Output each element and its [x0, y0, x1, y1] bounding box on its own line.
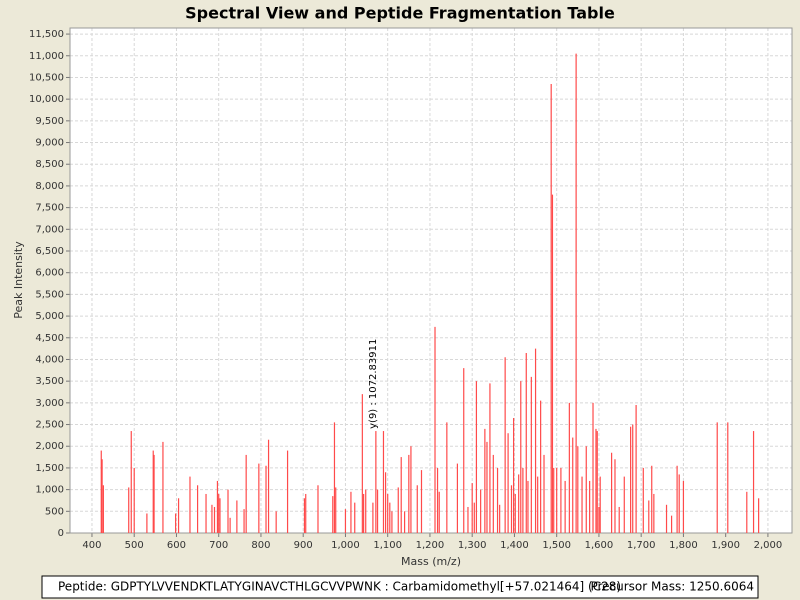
- x-tick-label: 700: [209, 540, 228, 551]
- y-tick-label: 500: [45, 506, 64, 517]
- y-tick-label: 6,500: [35, 246, 64, 257]
- x-tick-label: 600: [167, 540, 186, 551]
- y-tick-label: 3,000: [35, 398, 64, 409]
- y-tick-label: 4,500: [35, 333, 64, 344]
- y-tick-label: 5,500: [35, 289, 64, 300]
- x-tick-label: 1,900: [711, 540, 740, 551]
- y-axis-label: Peak Intensity: [12, 241, 25, 319]
- x-tick-label: 1,700: [627, 540, 656, 551]
- y-tick-label: 1,000: [35, 485, 64, 496]
- x-tick-label: 1,300: [458, 540, 487, 551]
- chart-title: Spectral View and Peptide Fragmentation …: [185, 4, 615, 23]
- x-tick-label: 1,200: [416, 540, 445, 551]
- y-tick-label: 4,000: [35, 354, 64, 365]
- y-tick-label: 0: [58, 528, 64, 539]
- y-tick-label: 1,500: [35, 463, 64, 474]
- y-tick-label: 9,000: [35, 138, 64, 149]
- x-tick-label: 1,400: [500, 540, 529, 551]
- x-tick-label: 2,000: [754, 540, 783, 551]
- x-tick-label: 1,000: [331, 540, 360, 551]
- x-tick-label: 400: [82, 540, 101, 551]
- x-axis-label: Mass (m/z): [401, 555, 461, 568]
- y-tick-label: 2,000: [35, 441, 64, 452]
- y-tick-label: 10,500: [29, 72, 64, 83]
- annotation: y(9) : 1072.83911: [368, 339, 379, 429]
- x-tick-label: 1,100: [373, 540, 402, 551]
- plot-area: [69, 27, 793, 534]
- y-tick-label: 7,500: [35, 203, 64, 214]
- y-tick-label: 3,500: [35, 376, 64, 387]
- plot-area: [69, 27, 793, 534]
- peptide-text: Peptide: GDPTYLVVENDKTLATYGINAVCTHLGCVVP…: [58, 580, 621, 594]
- x-tick-label: 1,800: [669, 540, 698, 551]
- footer-box: [41, 575, 759, 599]
- y-tick-label: 10,000: [29, 94, 64, 105]
- x-tick-label: 800: [251, 540, 270, 551]
- x-tick-label: 900: [294, 540, 313, 551]
- x-tick-label: 1,500: [542, 540, 571, 551]
- x-tick-label: 1,600: [585, 540, 614, 551]
- y-tick-label: 11,500: [29, 29, 64, 40]
- y-tick-label: 6,000: [35, 268, 64, 279]
- y-tick-label: 5,000: [35, 311, 64, 322]
- y-tick-label: 8,500: [35, 159, 64, 170]
- y-tick-label: 7,000: [35, 224, 64, 235]
- y-tick-label: 2,500: [35, 420, 64, 431]
- y-tick-label: 8,000: [35, 181, 64, 192]
- precursor-text: Precursor Mass: 1250.6064: [590, 580, 754, 594]
- y-tick-label: 11,000: [29, 51, 64, 62]
- y-tick-label: 9,500: [35, 116, 64, 127]
- x-tick-label: 500: [125, 540, 144, 551]
